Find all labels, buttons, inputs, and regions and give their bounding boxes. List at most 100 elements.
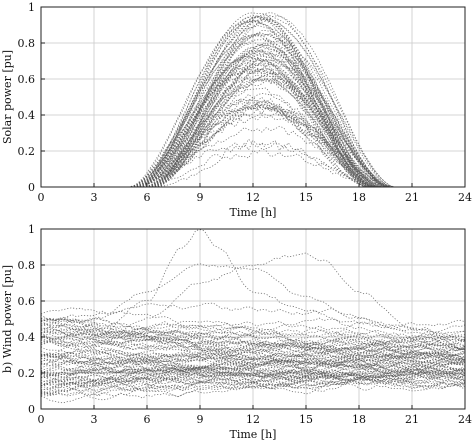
wind-scenario-line — [40, 368, 466, 386]
wind-scenario-line — [40, 339, 466, 370]
wind-y-tick-label: 0.2 — [18, 367, 36, 380]
wind-scenario-line — [40, 356, 466, 387]
solar-scenario-line — [41, 102, 465, 188]
wind-scenario-line — [40, 329, 466, 381]
solar-scenario-line — [41, 18, 465, 188]
solar-y-tick-label: 0.8 — [18, 37, 36, 50]
wind-scenario-line — [40, 252, 466, 366]
wind-scenario-line — [40, 352, 466, 372]
wind-x-tick-label: 6 — [144, 413, 151, 426]
solar-x-ticks: 0 3 6 9 12 15 18 21 24 — [38, 183, 472, 204]
wind-x-tick-label: 18 — [352, 413, 366, 426]
solar-x-tick-label: 18 — [352, 191, 366, 204]
wind-scenario-line — [40, 327, 466, 374]
solar-x-tick-label: 21 — [405, 191, 419, 204]
wind-scenario-line — [40, 344, 466, 369]
solar-y-tick-label: 0.2 — [18, 145, 36, 158]
wind-scenario-line — [40, 338, 466, 363]
wind-scenario-line — [40, 321, 466, 362]
wind-scenario-line — [40, 331, 466, 380]
wind-chart: 0 3 6 9 12 15 18 21 24 0 0.2 0.4 0.6 0.8 1 Time [h] b… — [1, 223, 472, 441]
wind-scenario-line — [40, 348, 466, 376]
wind-series — [40, 229, 466, 404]
solar-scenario-line — [41, 78, 465, 188]
wind-scenario-line — [40, 316, 466, 342]
wind-scenario-line — [40, 355, 466, 370]
wind-x-tick-label: 15 — [299, 413, 313, 426]
solar-chart: 0 3 6 9 12 15 18 21 24 0 0.2 0.4 0.6 0.8 1 Time [h] S… — [1, 1, 472, 219]
wind-scenario-line — [40, 358, 466, 379]
wind-x-tick-label: 9 — [197, 413, 204, 426]
wind-scenario-line — [40, 319, 466, 351]
wind-scenario-line — [40, 369, 466, 390]
wind-scenario-line — [40, 302, 466, 335]
solar-scenario-line — [41, 58, 465, 188]
wind-scenario-line — [40, 346, 466, 394]
wind-x-tick-label: 3 — [91, 413, 98, 426]
solar-scenario-line — [41, 47, 465, 188]
solar-x-axis-label: Time [h] — [230, 206, 277, 219]
wind-y-axis-label: b) Wind power [pu] — [1, 265, 14, 373]
solar-x-tick-label: 15 — [299, 191, 313, 204]
solar-x-tick-label: 12 — [246, 191, 260, 204]
wind-y-tick-label: 1 — [28, 223, 35, 236]
solar-scenario-line — [41, 50, 465, 188]
wind-scenario-line — [40, 317, 466, 354]
solar-scenario-line — [41, 40, 465, 188]
wind-scenario-line — [40, 346, 466, 363]
wind-y-tick-label: 0.4 — [18, 331, 36, 344]
solar-scenario-line — [41, 62, 465, 188]
solar-x-tick-label: 0 — [38, 191, 45, 204]
solar-scenario-line — [41, 67, 465, 188]
solar-y-tick-label: 0.6 — [18, 73, 36, 86]
solar-y-ticks: 0 0.2 0.4 0.6 0.8 1 — [18, 1, 45, 194]
wind-scenario-line — [40, 354, 466, 395]
wind-scenario-line — [40, 307, 466, 364]
wind-scenario-line — [40, 335, 466, 370]
solar-scenario-line — [41, 46, 465, 188]
wind-scenario-line — [40, 327, 466, 358]
wind-scenario-line — [40, 333, 466, 350]
wind-y-ticks: 0 0.2 0.4 0.6 0.8 1 — [18, 223, 45, 416]
wind-scenario-line — [41, 263, 466, 343]
wind-x-tick-label: 0 — [38, 413, 45, 426]
solar-y-tick-label: 0 — [28, 181, 35, 194]
wind-scenario-line — [40, 379, 466, 393]
wind-x-tick-label: 12 — [246, 413, 260, 426]
wind-scenario-line — [40, 324, 466, 356]
wind-scenario-line — [40, 323, 466, 354]
solar-x-tick-label: 6 — [144, 191, 151, 204]
wind-scenario-line — [40, 348, 466, 374]
wind-scenario-line — [40, 319, 466, 350]
wind-scenario-line — [40, 329, 466, 361]
wind-x-ticks: 0 3 6 9 12 15 18 21 24 — [38, 405, 472, 426]
wind-scenario-line — [40, 317, 466, 361]
solar-grid — [41, 7, 465, 187]
solar-x-tick-label: 9 — [197, 191, 204, 204]
solar-y-axis-label: Solar power [pu] — [1, 50, 14, 144]
wind-scenario-line — [40, 355, 466, 373]
wind-y-tick-label: 0 — [28, 403, 35, 416]
solar-scenario-line — [41, 68, 465, 188]
wind-scenario-line — [40, 350, 466, 374]
wind-scenario-line — [40, 375, 466, 395]
solar-scenario-line — [41, 99, 465, 188]
solar-scenario-line — [41, 138, 465, 188]
solar-scenario-line — [41, 60, 465, 188]
wind-scenario-line — [40, 354, 466, 379]
solar-y-tick-label: 0.4 — [18, 109, 36, 122]
solar-scenario-line — [41, 14, 465, 188]
solar-x-tick-label: 3 — [91, 191, 98, 204]
wind-scenario-line — [40, 229, 466, 356]
wind-y-tick-label: 0.6 — [18, 295, 36, 308]
wind-scenario-line — [40, 369, 466, 388]
solar-y-tick-label: 1 — [28, 1, 35, 14]
solar-scenario-line — [41, 19, 465, 188]
solar-x-tick-label: 24 — [458, 191, 472, 204]
wind-y-tick-label: 0.8 — [18, 259, 36, 272]
solar-scenario-line — [41, 115, 465, 188]
wind-scenario-line — [40, 318, 465, 352]
wind-x-axis-label: Time [h] — [230, 428, 277, 441]
wind-scenario-line — [40, 371, 466, 385]
solar-scenario-line — [41, 49, 465, 188]
